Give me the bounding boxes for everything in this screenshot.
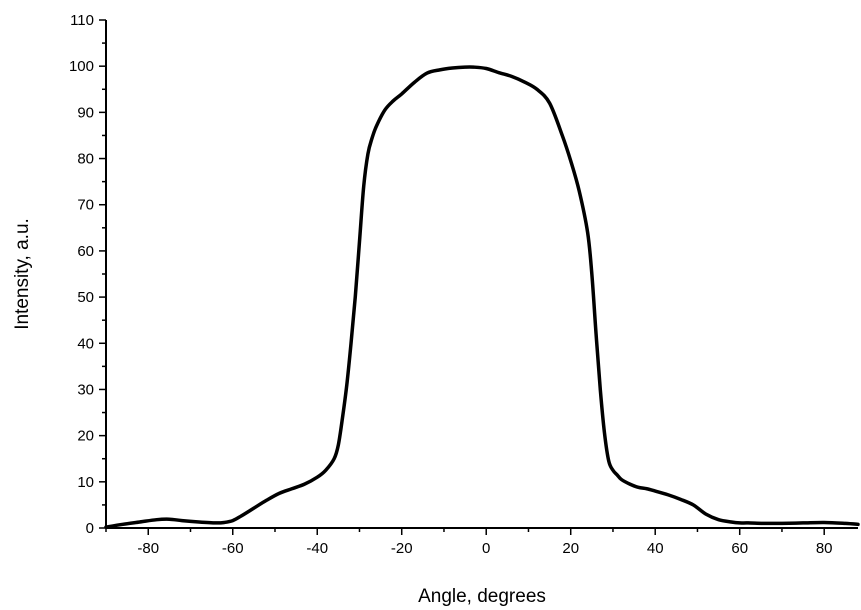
y-tick-label: 100 — [69, 58, 94, 75]
y-tick-label: 60 — [77, 243, 94, 260]
y-tick-label: 0 — [86, 520, 94, 537]
y-axis-title: Intensity, a.u. — [12, 218, 33, 330]
y-axis-ticks: 0 10 20 30 40 50 60 70 80 90 100 110 — [69, 12, 106, 537]
y-tick-label: 110 — [70, 12, 94, 29]
x-tick-label: -60 — [222, 540, 244, 557]
x-tick-label: 0 — [482, 540, 490, 557]
x-tick-label: -80 — [137, 540, 159, 557]
y-tick-label: 30 — [77, 381, 94, 398]
x-axis-ticks: -80 -60 -40 -20 0 20 40 60 80 — [105, 528, 833, 557]
y-tick-label: 50 — [77, 289, 94, 306]
x-tick-label: 20 — [562, 540, 579, 557]
x-tick-label: 40 — [647, 540, 664, 557]
y-tick-label: 10 — [77, 474, 94, 491]
y-tick-label: 40 — [77, 335, 94, 352]
x-tick-label: -40 — [306, 540, 328, 557]
y-tick-label: 80 — [77, 151, 94, 168]
series-line-intensity — [104, 65, 860, 529]
y-tick-label: 70 — [77, 197, 94, 214]
y-tick-label: 20 — [77, 428, 94, 445]
x-tick-label: -20 — [391, 540, 413, 557]
y-tick-label: 90 — [77, 104, 94, 121]
x-tick-label: 80 — [816, 540, 833, 557]
x-axis-title: Angle, degrees — [418, 586, 546, 607]
x-tick-label: 60 — [731, 540, 748, 557]
